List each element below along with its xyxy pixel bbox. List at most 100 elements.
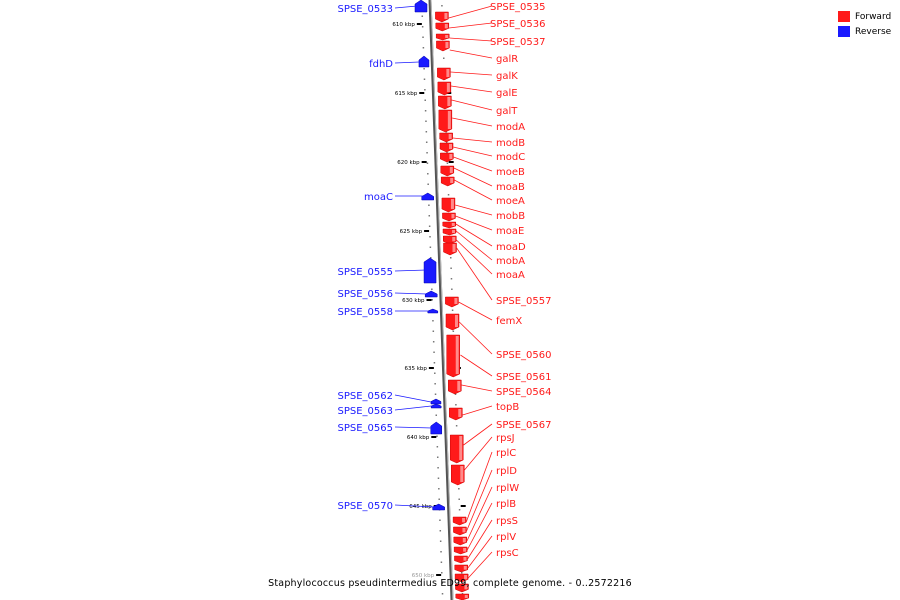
forward-gene-label[interactable]: SPSE_0537: [490, 37, 546, 48]
forward-gene-label[interactable]: rplV: [496, 532, 516, 543]
reverse-gene[interactable]: [430, 403, 442, 409]
reverse-gene[interactable]: [414, 0, 428, 13]
forward-gene-label[interactable]: modA: [496, 122, 525, 133]
legend-label-reverse: Reverse: [855, 26, 892, 37]
forward-gene-shade: [447, 97, 451, 106]
reverse-gene-label[interactable]: moaC: [364, 192, 393, 203]
reverse-swatch: [838, 26, 850, 37]
forward-gene-label[interactable]: mobA: [496, 256, 525, 267]
forward-gene-shade: [455, 336, 459, 374]
forward-gene-shade: [444, 13, 448, 19]
forward-gene-shade: [445, 42, 449, 48]
forward-gene-label[interactable]: modC: [496, 152, 525, 163]
reverse-label-leader: [394, 426, 432, 429]
forward-gene-label[interactable]: rplC: [496, 448, 516, 459]
legend-item-forward: Forward: [838, 9, 898, 24]
forward-gene-shade: [462, 518, 466, 523]
forward-gene-label[interactable]: topB: [496, 402, 519, 413]
forward-gene-label[interactable]: SPSE_0535: [490, 2, 546, 13]
forward-gene-shade: [458, 409, 462, 417]
forward-gene-label[interactable]: rpsS: [496, 516, 518, 527]
reverse-gene-label[interactable]: SPSE_0558: [338, 307, 394, 318]
tick-label: 630 kbp: [402, 298, 425, 304]
forward-gene-label[interactable]: SPSE_0560: [496, 350, 552, 361]
reverse-gene-label[interactable]: SPSE_0570: [338, 501, 394, 512]
forward-gene-label[interactable]: rplB: [496, 499, 516, 510]
reverse-gene[interactable]: [427, 308, 439, 314]
minor-tick: [446, 162, 449, 164]
forward-label-leader: [458, 321, 493, 355]
forward-gene-shade: [454, 315, 458, 327]
genome-caption: Staphylococcus pseudintermedius ED99, co…: [268, 578, 632, 589]
reverse-gene[interactable]: [423, 257, 437, 284]
minor-tick: [452, 330, 455, 332]
forward-gene-label[interactable]: SPSE_0536: [490, 19, 546, 30]
tick-label: 610 kbp: [392, 22, 415, 28]
forward-gene-label[interactable]: moaB: [496, 182, 525, 193]
reverse-gene-label[interactable]: fdhD: [369, 59, 393, 70]
minor-tick: [461, 582, 463, 584]
minor-tick: [434, 383, 436, 385]
forward-gene-label[interactable]: galE: [496, 88, 518, 99]
forward-label-leader: [453, 146, 493, 157]
reverse-label-leader: [394, 292, 428, 295]
minor-tick: [437, 477, 440, 479]
forward-gene-label[interactable]: SPSE_0561: [496, 372, 552, 383]
reverse-gene-label[interactable]: SPSE_0533: [338, 4, 394, 15]
minor-tick: [431, 288, 433, 290]
forward-gene-label[interactable]: galR: [496, 54, 518, 65]
forward-label-leader: [449, 49, 493, 59]
forward-label-leader: [456, 239, 493, 275]
forward-gene-label[interactable]: moeB: [496, 167, 525, 178]
forward-gene-label[interactable]: femX: [496, 316, 522, 327]
forward-label-leader: [465, 451, 493, 523]
minor-tick: [432, 330, 435, 332]
forward-gene-label[interactable]: moaD: [496, 242, 526, 253]
minor-tick: [441, 5, 443, 7]
major-tick: [428, 367, 434, 369]
forward-gene-label[interactable]: rplD: [496, 466, 517, 477]
forward-label-leader: [455, 215, 493, 231]
reverse-gene[interactable]: [430, 398, 442, 405]
forward-gene-label[interactable]: SPSE_0567: [496, 420, 552, 431]
minor-tick: [458, 488, 460, 490]
forward-gene-shade: [463, 557, 467, 561]
forward-gene-shade: [463, 566, 467, 570]
reverse-gene[interactable]: [421, 192, 435, 201]
minor-tick: [425, 131, 428, 133]
forward-gene-label[interactable]: moaA: [496, 270, 525, 281]
forward-gene-label[interactable]: modB: [496, 138, 525, 149]
minor-tick: [424, 89, 426, 91]
minor-tick: [458, 509, 461, 511]
reverse-gene[interactable]: [424, 290, 438, 298]
minor-tick: [427, 183, 429, 185]
forward-label-leader: [453, 167, 493, 187]
minor-tick: [433, 351, 435, 353]
forward-gene-label[interactable]: moeA: [496, 196, 525, 207]
reverse-gene-label[interactable]: SPSE_0565: [338, 423, 394, 434]
reverse-gene[interactable]: [418, 55, 430, 68]
forward-gene-label[interactable]: rplW: [496, 483, 519, 494]
forward-gene-label[interactable]: moaE: [496, 226, 524, 237]
reverse-gene[interactable]: [432, 503, 445, 511]
forward-gene-label[interactable]: rpsC: [496, 548, 519, 559]
forward-gene-label[interactable]: galK: [496, 71, 518, 82]
forward-gene-shade: [451, 223, 455, 226]
reverse-gene-label[interactable]: SPSE_0563: [338, 406, 394, 417]
forward-gene-label[interactable]: SPSE_0564: [496, 387, 552, 398]
major-tick: [426, 299, 432, 301]
forward-gene-label[interactable]: galT: [496, 106, 518, 117]
forward-gene-label[interactable]: rpsJ: [496, 433, 515, 444]
reverse-gene[interactable]: [430, 421, 443, 435]
forward-gene-label[interactable]: mobB: [496, 211, 525, 222]
minor-tick: [451, 288, 453, 290]
reverse-label-leader: [394, 61, 420, 64]
minor-tick: [425, 141, 428, 143]
minor-tick: [458, 498, 460, 500]
reverse-gene-label[interactable]: SPSE_0556: [338, 289, 394, 300]
minor-tick: [424, 99, 426, 101]
minor-tick: [436, 446, 439, 448]
forward-gene-label[interactable]: SPSE_0557: [496, 296, 552, 307]
reverse-gene-label[interactable]: SPSE_0555: [338, 267, 394, 278]
reverse-gene-label[interactable]: SPSE_0562: [338, 391, 394, 402]
